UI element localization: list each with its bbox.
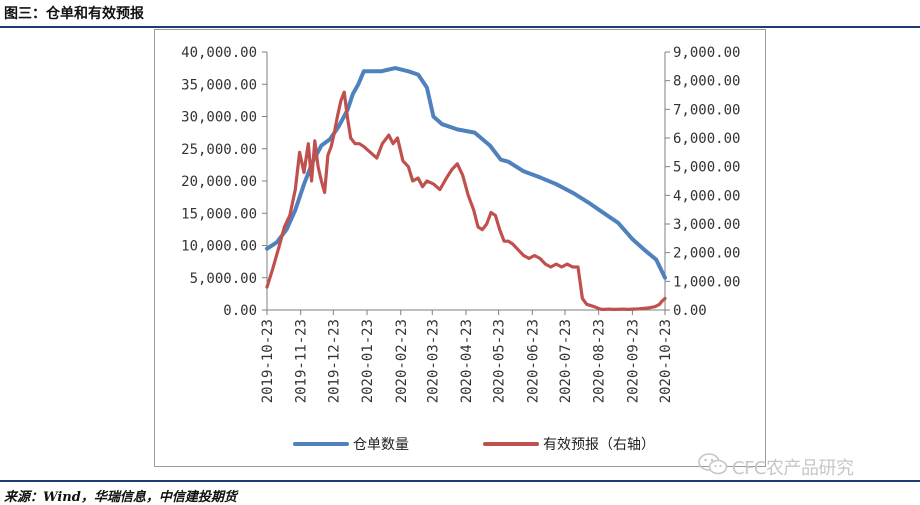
right-tick-label: 2,000.00 <box>673 246 740 262</box>
left-tick-label: 25,000.00 <box>181 142 257 158</box>
series-line-1 <box>265 66 667 280</box>
left-tick-label: 35,000.00 <box>181 77 257 93</box>
left-tick-label: 10,000.00 <box>181 239 257 255</box>
left-tick-label: 5,000.00 <box>190 271 257 287</box>
right-tick-label: 4,000.00 <box>673 188 740 204</box>
left-tick-label: 20,000.00 <box>181 174 257 190</box>
x-tick-label: 2020-04-23 <box>459 319 475 403</box>
legend-label-2: 有效预报（右轴） <box>543 437 655 453</box>
right-tick-label: 5,000.00 <box>673 160 740 176</box>
bottom-rule <box>0 480 920 482</box>
x-tick-label: 2020-08-23 <box>592 319 608 403</box>
right-tick-label: 3,000.00 <box>673 217 740 233</box>
right-tick-label: 7,000.00 <box>673 102 740 118</box>
right-tick-label: 6,000.00 <box>673 131 740 147</box>
x-tick-label: 2020-06-23 <box>525 319 541 403</box>
x-tick-label: 2020-07-23 <box>558 319 574 403</box>
right-tick-label: 0.00 <box>673 303 707 319</box>
x-tick-label: 2020-05-23 <box>492 319 508 403</box>
x-tick-label: 2019-12-23 <box>326 319 342 403</box>
legend-label-1: 仓单数量 <box>353 437 409 453</box>
chart-svg: 0.00 5,000.00 10,000.00 15,000.00 20,000.00 2… <box>181 45 740 453</box>
figure-title: 图三：仓单和有效预报 <box>4 6 144 22</box>
figure-header: 图三：仓单和有效预报 <box>0 0 920 28</box>
top-rule <box>0 26 920 28</box>
left-tick-label: 30,000.00 <box>181 110 257 126</box>
series-line-2 <box>265 90 667 311</box>
x-tick-label: 2019-10-23 <box>260 319 276 403</box>
right-tick-label: 1,000.00 <box>673 274 740 290</box>
x-tick-label: 2019-11-23 <box>294 319 310 403</box>
right-tick-label: 8,000.00 <box>673 74 740 90</box>
right-tick-label: 9,000.00 <box>673 45 740 61</box>
watermark-text: CFC农产品研究 <box>732 458 854 479</box>
x-tick-label: 2020-10-23 <box>658 319 674 403</box>
source-note: 来源：Wind，华瑞信息，中信建投期货 <box>4 490 237 505</box>
left-tick-label: 40,000.00 <box>181 45 257 61</box>
x-tick-label: 2020-03-23 <box>425 319 441 403</box>
chart-frame: 0.00 5,000.00 10,000.00 15,000.00 20,000.00 2… <box>154 29 766 467</box>
x-tick-label: 2020-01-23 <box>360 319 376 403</box>
x-tick-label: 2020-09-23 <box>625 319 641 403</box>
wechat-icon <box>698 453 728 475</box>
x-tick-label: 2020-02-23 <box>394 319 410 403</box>
left-tick-label: 0.00 <box>223 303 257 319</box>
left-tick-label: 15,000.00 <box>181 206 257 222</box>
watermark: CFC农产品研究 <box>694 450 894 479</box>
